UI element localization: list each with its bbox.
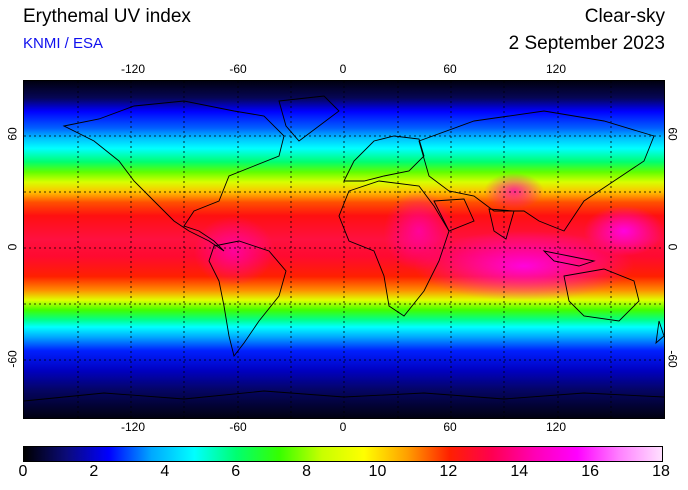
date-label: 2 September 2023	[508, 33, 665, 54]
colorbar-tick-label: 18	[652, 463, 670, 480]
uv-hotspot-indian-pacific	[414, 231, 634, 301]
uv-hotspot-andes	[194, 216, 274, 286]
lon-label-bottom: -120	[120, 420, 146, 434]
colorbar-tick-label: 2	[89, 463, 99, 480]
lat-label-right: 0	[665, 243, 680, 251]
lon-label-top: 0	[339, 62, 347, 76]
colorbar-tick-label: 12	[439, 463, 458, 480]
lat-label-right: -60	[665, 350, 680, 368]
graticule	[24, 81, 664, 418]
lon-label-bottom: 0	[339, 420, 347, 434]
colorbar-tick-label: 10	[368, 463, 387, 480]
uv-colorbar	[23, 446, 663, 462]
lat-label-left: 0	[5, 243, 20, 251]
lon-label-bottom: -60	[229, 420, 247, 434]
uv-hotspot-tibet	[484, 173, 544, 209]
data-source-label: KNMI / ESA	[23, 35, 104, 52]
lat-label-left: 60	[5, 127, 20, 141]
coastlines	[23, 95, 665, 402]
uv-hotspot-pacific	[584, 206, 664, 256]
uv-index-map	[23, 80, 665, 419]
uv-map-graphic	[23, 81, 665, 418]
lat-label-right: 60	[665, 127, 680, 141]
lon-label-top: -60	[229, 62, 247, 76]
lon-label-bottom: 120	[545, 420, 567, 434]
lon-label-bottom: 60	[443, 420, 457, 434]
lon-label-top: 60	[443, 62, 457, 76]
sky-condition-label: Clear-sky	[584, 6, 665, 27]
colorbar-tick-label: 6	[231, 463, 241, 480]
uv-hotspot-africa	[384, 191, 454, 271]
colorbar-tick-label: 14	[510, 463, 529, 480]
colorbar-tick-label: 8	[302, 463, 311, 480]
colorbar-tick-label: 16	[581, 463, 600, 480]
lon-label-top: 120	[545, 62, 567, 76]
lat-label-left: -60	[5, 350, 20, 368]
colorbar-tick-label: 0	[18, 463, 28, 480]
page-title: Erythemal UV index	[23, 6, 191, 27]
colorbar-tick-label: 4	[160, 463, 170, 480]
lon-label-top: -120	[120, 62, 146, 76]
